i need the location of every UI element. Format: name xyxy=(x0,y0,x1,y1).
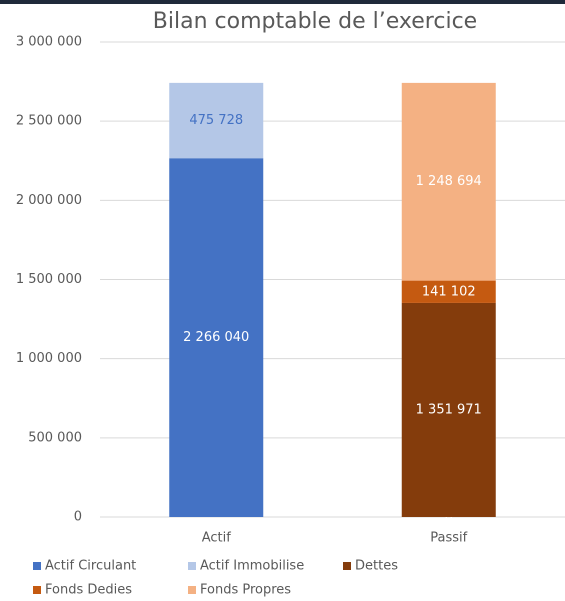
x-tick-label: Actif xyxy=(202,531,232,546)
chart-title: Bilan comptable de l’exercice xyxy=(153,9,477,34)
legend-label: Actif Circulant xyxy=(45,559,136,574)
legend-label: Fonds Dedies xyxy=(45,583,132,598)
top-strip xyxy=(0,0,565,4)
bar-segment xyxy=(401,280,496,303)
data-label: 2 266 040 xyxy=(183,330,249,345)
legend-swatch xyxy=(33,586,41,594)
legend-label: Fonds Propres xyxy=(200,583,291,598)
legend-swatch xyxy=(343,562,351,570)
data-label: 1 351 971 xyxy=(416,402,482,417)
y-tick-label: 2 500 000 xyxy=(16,114,82,129)
data-label: 141 102 xyxy=(422,284,476,299)
data-label: 475 728 xyxy=(189,113,243,128)
data-label: 1 248 694 xyxy=(416,174,482,189)
y-tick-label: 1 000 000 xyxy=(16,351,82,366)
bar-segment xyxy=(169,82,264,159)
y-tick-label: 500 000 xyxy=(28,430,82,445)
legend-swatch xyxy=(188,586,196,594)
legend-label: Dettes xyxy=(355,559,398,574)
legend-label: Actif Immobilise xyxy=(200,559,304,574)
y-tick-label: 0 xyxy=(74,510,82,525)
y-tick-label: 1 500 000 xyxy=(16,272,82,287)
x-tick-label: Passif xyxy=(430,531,467,546)
legend-swatch xyxy=(33,562,41,570)
bar-segment xyxy=(401,82,496,281)
legend-swatch xyxy=(188,562,196,570)
y-tick-label: 2 000 000 xyxy=(16,193,82,208)
bar-segment xyxy=(401,302,496,517)
y-tick-label: 3 000 000 xyxy=(16,35,82,50)
bar-segment xyxy=(169,158,264,517)
